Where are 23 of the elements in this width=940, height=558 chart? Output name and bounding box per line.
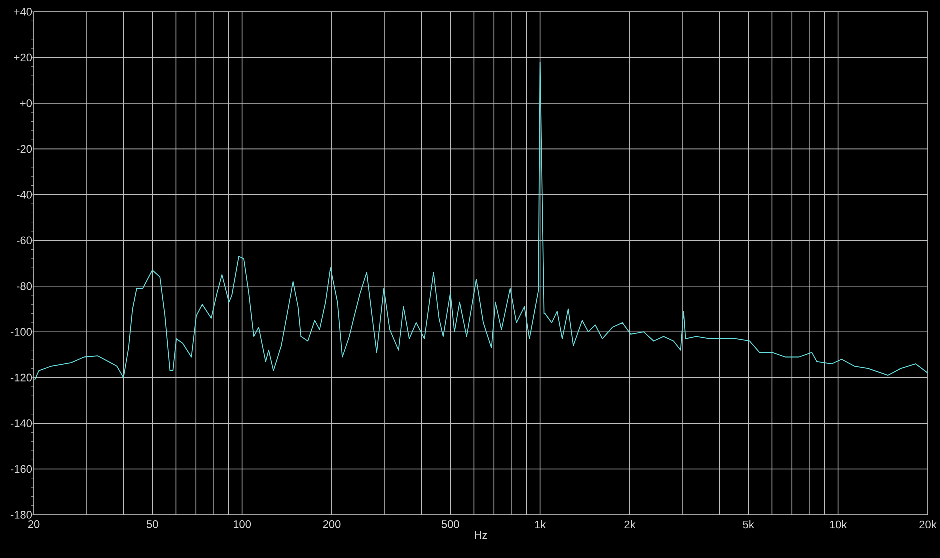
y-tick-label: -60 [17, 236, 32, 245]
y-tick-label: -100 [10, 328, 32, 336]
y-tick-label: +20 [14, 54, 32, 62]
y-tick-label: -160 [10, 465, 32, 474]
x-tick-label: 200 [323, 520, 341, 528]
x-tick-label: 5k [743, 520, 754, 529]
x-tick-label: 20 [28, 520, 40, 528]
x-axis-title: Hz [475, 531, 488, 540]
y-tick-label: +0 [20, 100, 32, 108]
y-tick-label: -180 [10, 511, 32, 519]
y-tick-label: +40 [14, 8, 32, 16]
x-tick-label: 500 [442, 520, 460, 528]
y-tick-label: -80 [17, 282, 32, 290]
x-tick-label: 20k [920, 520, 937, 529]
y-tick-label: -120 [10, 374, 32, 382]
y-tick-label: -20 [17, 145, 32, 154]
x-tick-label: 10k [830, 520, 848, 529]
x-tick-label: 2k [624, 520, 636, 529]
y-tick-label: -40 [17, 191, 32, 199]
x-tick-label: 1k [535, 520, 546, 529]
x-tick-label: 100 [234, 520, 252, 528]
y-tick-label: -140 [10, 420, 32, 428]
x-tick-label: 50 [146, 520, 158, 528]
